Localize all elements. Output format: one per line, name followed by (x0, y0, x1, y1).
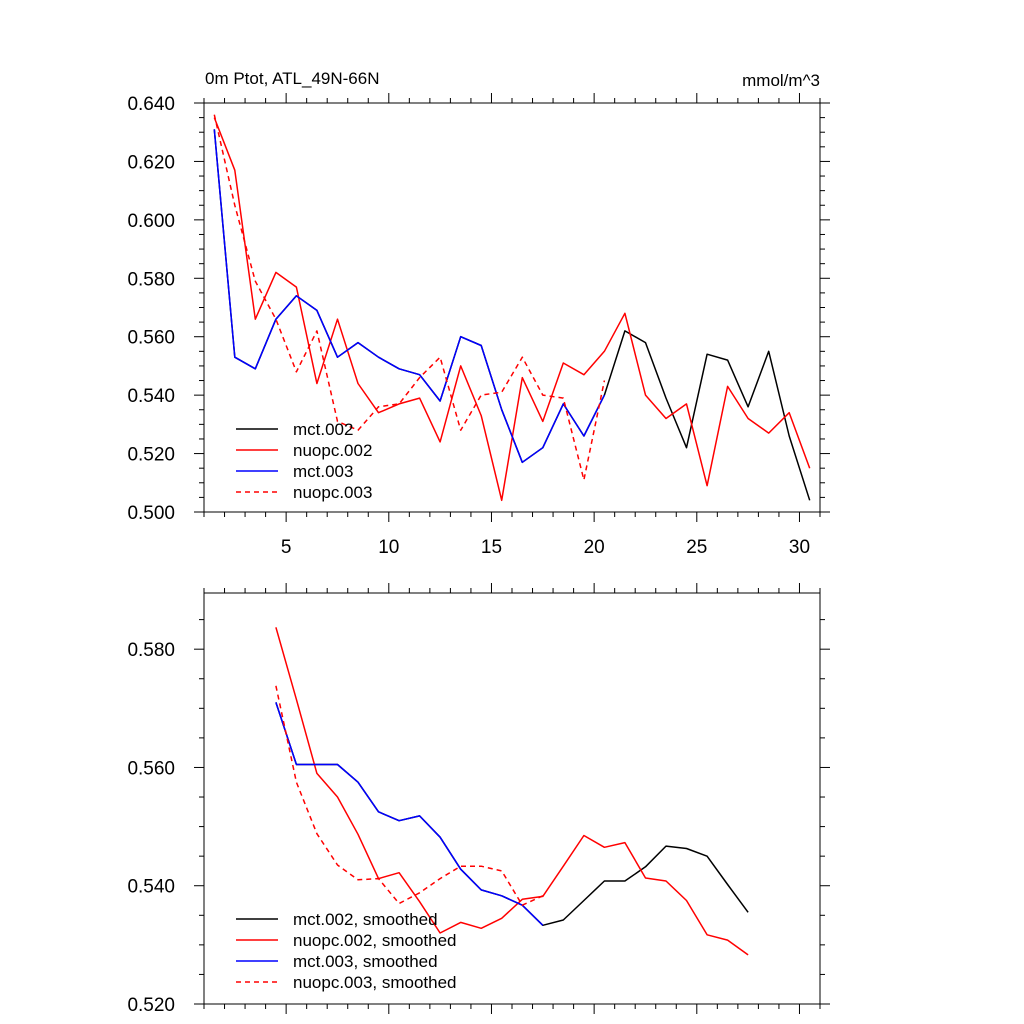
bottom-legend-label-mct-003-smoothed: mct.003, smoothed (293, 952, 438, 971)
top-x-tick-label: 15 (481, 537, 502, 558)
bottom-legend-label-nuopc-002-smoothed: nuopc.002, smoothed (293, 931, 457, 950)
top-y-tick-label: 0.580 (127, 269, 175, 290)
top-y-tick-label: 0.640 (127, 94, 175, 115)
top-panel-title: 0m Ptot, ATL_49N-66N (205, 69, 380, 88)
top-legend-label-nuopc-003: nuopc.003 (293, 483, 372, 502)
bottom-y-tick-label: 0.540 (127, 877, 175, 898)
top-panel-units: mmol/m^3 (742, 71, 820, 90)
top-legend-label-mct-002: mct.002 (293, 420, 353, 439)
top-y-axis: 0.500 0.520 0.540 0.560 0.580 0.600 0.620 0.640 (127, 94, 830, 524)
bottom-legend-label-nuopc-003-smoothed: nuopc.003, smoothed (293, 973, 457, 992)
top-x-tick-label: 10 (378, 537, 399, 558)
top-y-tick-label: 0.600 (127, 211, 175, 232)
top-y-tick-label: 0.500 (127, 503, 175, 524)
bottom-y-tick-label: 0.520 (127, 995, 175, 1016)
bottom-series-line-mct-003-smoothed (275, 702, 544, 926)
bottom-y-tick-label: 0.560 (127, 758, 175, 779)
bottom-series-group (275, 627, 749, 956)
bottom-x-axis (203, 583, 821, 1014)
top-x-tick-label: 20 (584, 537, 605, 558)
top-panel: 0m Ptot, ATL_49N-66N mmol/m^3 5 10 15 20 25 3… (127, 69, 830, 558)
bottom-legend: mct.002, smoothed nuopc.002, smoothed mct.… (236, 910, 457, 992)
bottom-series-line-nuopc-003-smoothed (275, 685, 544, 906)
top-series-line-nuopc-003 (213, 114, 606, 481)
top-x-tick-label: 25 (686, 537, 707, 558)
bottom-panel: 0.520 0.540 0.560 0.580 mct.002, smoothed nuo… (127, 583, 830, 1016)
top-legend-label-mct-003: mct.003 (293, 462, 353, 481)
bottom-series-line-nuopc-002-smoothed (275, 627, 749, 956)
top-series-line-nuopc-002 (213, 117, 811, 502)
top-x-axis: 5 10 15 20 25 30 (203, 93, 821, 558)
top-legend-label-nuopc-002: nuopc.002 (293, 441, 372, 460)
top-series-line-mct-003 (213, 129, 606, 464)
bottom-y-axis: 0.520 0.540 0.560 0.580 (127, 619, 830, 1016)
top-series-group (213, 114, 811, 502)
top-y-tick-label: 0.540 (127, 386, 175, 407)
top-y-tick-label: 0.560 (127, 328, 175, 349)
top-y-tick-label: 0.620 (127, 152, 175, 173)
top-legend: mct.002 nuopc.002 mct.003 nuopc.003 (236, 420, 372, 502)
top-x-tick-label: 5 (281, 537, 292, 558)
bottom-y-tick-label: 0.580 (127, 640, 175, 661)
bottom-legend-label-mct-002-smoothed: mct.002, smoothed (293, 910, 438, 929)
top-y-tick-label: 0.520 (127, 445, 175, 466)
top-x-tick-label: 30 (789, 537, 810, 558)
